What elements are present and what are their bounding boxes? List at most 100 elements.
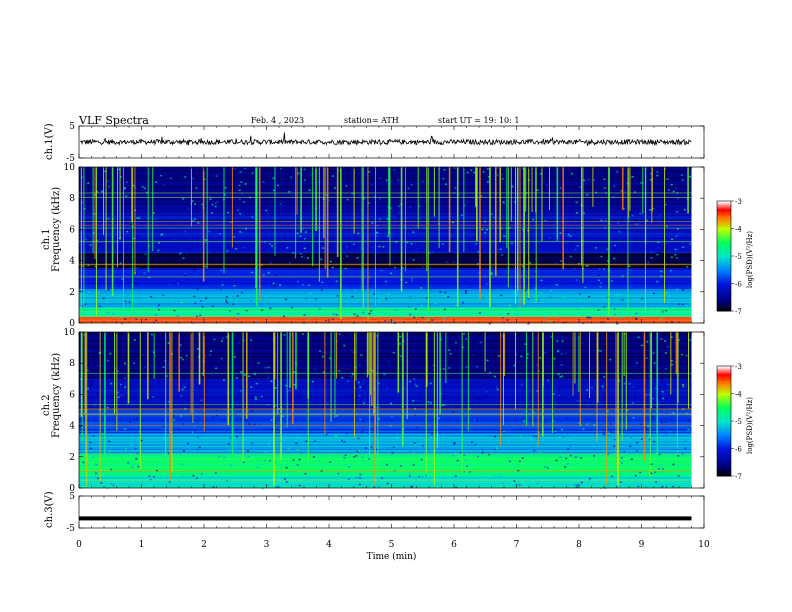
ch1-speckle — [106, 180, 109, 182]
ch2-speckle — [226, 392, 229, 394]
ch2-speckle — [560, 353, 563, 355]
colorbar-1-step — [717, 304, 731, 306]
ch1-speckle — [496, 174, 499, 176]
colorbar-1-step — [717, 218, 731, 221]
ch2-speckle — [308, 477, 311, 479]
ch2-speckle — [222, 351, 225, 353]
ch1-texture-line — [79, 213, 692, 215]
ch2-speckle — [247, 455, 250, 458]
ch2-speckle — [181, 361, 184, 364]
ch1-speckle — [220, 269, 223, 272]
ch1-texture-line — [79, 309, 692, 311]
ch2-texture-line — [79, 435, 692, 437]
colorbar-2-step — [717, 421, 731, 423]
ch2-speckle — [94, 404, 97, 407]
ch1-spectrogram-ytick-label: 6 — [69, 225, 75, 235]
ch1-speckle — [176, 282, 179, 285]
ch1-speckle — [540, 172, 543, 175]
ch2-texture-line — [79, 398, 692, 399]
ch1-speckle — [81, 201, 84, 204]
ch2-speckle — [657, 468, 660, 470]
ch1-speckle — [146, 186, 149, 188]
ch2-speckle — [326, 402, 329, 405]
colorbar-2-step — [717, 467, 731, 470]
ch1-speckle — [660, 275, 663, 278]
ch2-speckle — [411, 484, 414, 487]
ch1-speckle — [686, 266, 689, 268]
ch2-speckle — [357, 449, 360, 452]
ch1-sferic — [651, 167, 653, 212]
ch3-waveform-ytick-label: 5 — [69, 492, 75, 502]
ch1-speckle — [482, 183, 485, 185]
ch1-speckle — [187, 208, 190, 210]
ch1-speckle — [121, 278, 124, 280]
ch1-speckle — [545, 184, 548, 187]
colorbar-1-step — [717, 247, 731, 250]
ch1-speckle — [89, 279, 92, 281]
ch1-speckle — [157, 309, 160, 311]
ch1-speckle — [549, 237, 552, 239]
colorbar-2-step — [717, 418, 731, 421]
ch2-speckle — [557, 373, 560, 376]
ch2-speckle — [482, 382, 485, 384]
ch2-texture-line — [79, 372, 692, 374]
ch2-speckle — [343, 441, 346, 443]
ch2-speckle — [634, 474, 637, 477]
ch2-speckle — [276, 486, 279, 488]
ch1-texture-line — [79, 209, 692, 210]
ch2-speckle — [266, 346, 269, 348]
ch2-speckle — [269, 461, 272, 463]
ch2-speckle — [582, 428, 585, 430]
ch2-speckle — [293, 371, 296, 373]
ch1-speckle — [263, 241, 266, 243]
ch1-speckle — [223, 193, 226, 196]
ch1-texture-line — [79, 314, 692, 315]
ch2-speckle — [133, 339, 136, 341]
ch1-speckle — [221, 284, 224, 286]
ch2-speckle — [676, 450, 679, 453]
ch2-speckle — [352, 366, 355, 368]
ch1-speckle — [101, 190, 104, 192]
ch2-texture-line — [79, 437, 692, 438]
ch1-texture-line — [79, 243, 692, 245]
ch2-texture-line — [79, 477, 692, 479]
ch1-speckle — [444, 295, 447, 297]
ch1-sferic — [296, 167, 298, 215]
ch1-texture-line — [79, 282, 692, 284]
ch1-texture-line — [79, 267, 692, 269]
ch2-speckle — [359, 429, 362, 432]
ch2-speckle — [320, 355, 323, 358]
ch1-tone-line — [79, 227, 692, 229]
ch1-speckle — [110, 175, 113, 178]
ch1-speckle — [403, 225, 406, 228]
ch1-speckle — [579, 186, 582, 188]
colorbar-2-step — [717, 427, 731, 430]
ch1-speckle — [598, 268, 601, 270]
ch1-speckle — [125, 195, 128, 197]
ch2-speckle — [583, 486, 586, 489]
ch2-speckle — [223, 456, 226, 459]
colorbar-2-step — [717, 454, 731, 456]
ch2-speckle — [660, 421, 663, 424]
ch1-speckle — [251, 271, 254, 274]
ch2-speckle — [657, 364, 660, 367]
ch1-speckle — [595, 247, 598, 249]
colorbar-2-step — [717, 449, 731, 452]
ch1-speckle — [665, 292, 668, 294]
ch1-speckle — [538, 300, 541, 302]
ch1-speckle — [382, 246, 385, 248]
ch1-speckle — [613, 257, 616, 260]
ch1-sferic — [489, 167, 491, 308]
ch1-speckle — [161, 233, 164, 236]
ch1-texture-line — [79, 189, 692, 191]
ch2-sferic — [198, 332, 201, 385]
ch1-tone-line — [79, 192, 692, 194]
colorbar-1-step — [717, 246, 731, 249]
ch1-texture-line — [79, 249, 692, 251]
ch1-speckle — [427, 318, 430, 321]
ch1-speckle — [184, 176, 187, 178]
ch2-speckle — [341, 377, 344, 379]
ch1-speckle — [563, 297, 566, 299]
ch1-speckle — [646, 309, 649, 311]
ch1-speckle — [385, 280, 388, 283]
